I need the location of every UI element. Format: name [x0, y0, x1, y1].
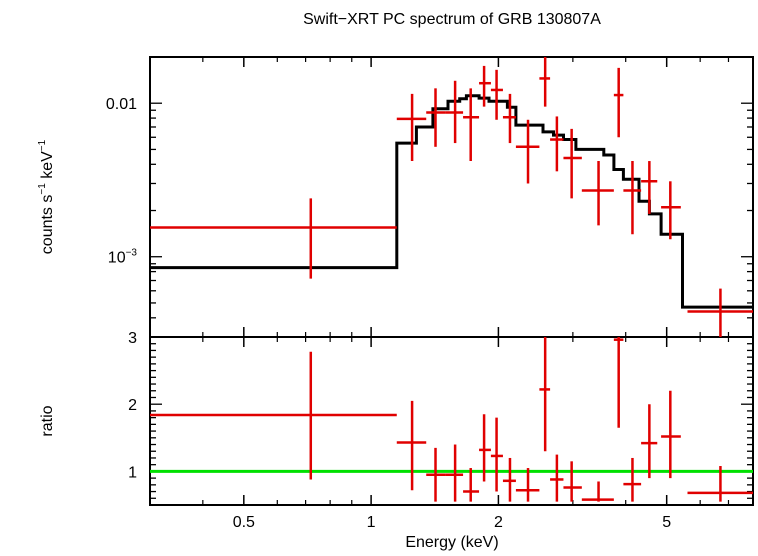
y-tick-label: 10−3: [108, 248, 138, 267]
ratio-data-point: [539, 337, 551, 452]
spectrum-data-point: [563, 128, 582, 199]
ratio-y-axis-label: ratio: [39, 405, 56, 436]
spectrum-panel-frame: [149, 56, 754, 338]
x-axis-label: Energy (keV): [405, 534, 498, 551]
spectrum-data-point: [613, 67, 624, 138]
ratio-ticks: 0.5 1 2 5 1 2 3: [128, 330, 754, 531]
spectrum-data-point: [463, 88, 480, 162]
spectrum-data-point: [396, 93, 427, 162]
ratio-data-point: [479, 414, 491, 482]
ratio-data-point: [641, 404, 658, 479]
spectrum-data-point: [515, 119, 540, 184]
spectrum-data-point: [687, 288, 753, 337]
spectrum-data-point: [661, 181, 681, 240]
y-tick-label: 3: [128, 330, 137, 347]
ratio-data-point: [687, 466, 753, 502]
ratio-data-point: [581, 481, 614, 502]
spectrum-data-points: [150, 57, 753, 337]
ratio-data-points: [150, 337, 753, 502]
y-tick-label: 2: [128, 397, 137, 414]
spectrum-data-point: [550, 116, 564, 172]
spectrum-ticks: 0.01 10−3: [106, 56, 754, 338]
spectrum-data-point: [502, 93, 516, 144]
spectrum-data-point: [581, 161, 614, 226]
y-tick-label: 1: [128, 464, 137, 481]
ratio-data-point: [661, 390, 681, 479]
spectrum-data-point: [641, 161, 658, 214]
ratio-data-point: [463, 468, 480, 502]
x-tick-label: 5: [662, 514, 671, 531]
ratio-data-point: [623, 457, 642, 502]
spectrum-data-point: [150, 198, 397, 279]
y-tick-label: 0.01: [106, 96, 137, 113]
spectrum-y-axis-label: counts s−1 keV−1: [37, 139, 56, 254]
x-tick-label: 2: [494, 514, 503, 531]
ratio-data-point: [426, 447, 446, 502]
ratio-data-point: [490, 417, 503, 492]
spectrum-data-point: [490, 69, 503, 120]
spectrum-data-point: [426, 88, 446, 147]
ratio-data-point: [563, 461, 582, 502]
ratio-data-point: [445, 444, 464, 502]
x-tick-label: 1: [367, 514, 376, 531]
model-histogram: [150, 94, 753, 309]
spectrum-data-point: [539, 57, 551, 107]
ratio-data-point: [613, 337, 624, 428]
ratio-panel-frame: [149, 336, 754, 506]
ratio-data-point: [515, 468, 540, 502]
ratio-data-point: [502, 457, 516, 502]
ratio-data-point: [550, 454, 564, 502]
model-step-line: [150, 94, 753, 309]
ratio-data-point: [396, 400, 427, 491]
x-tick-label: 0.5: [233, 514, 255, 531]
spectrum-y-axis-label-text: counts s−1 keV−1: [37, 139, 56, 254]
spectrum-data-point: [623, 161, 642, 235]
spectrum-data-point: [445, 80, 464, 144]
ratio-data-point: [150, 351, 397, 480]
spectrum-data-point: [479, 65, 491, 107]
chart-title: Swift−XRT PC spectrum of GRB 130807A: [303, 11, 601, 28]
